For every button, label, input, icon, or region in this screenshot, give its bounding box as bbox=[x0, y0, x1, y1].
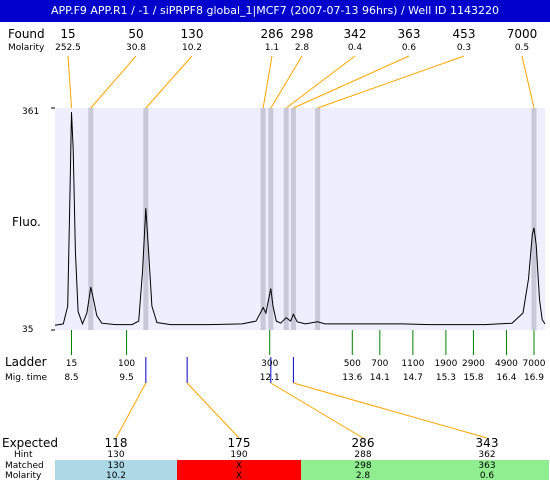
found-label: Found bbox=[8, 27, 45, 41]
matched-cell bbox=[55, 460, 177, 480]
hint-label: Hint bbox=[14, 450, 33, 460]
found-size: 50 bbox=[128, 27, 143, 41]
ladder-size: 100 bbox=[118, 359, 135, 369]
ladder-size: 1100 bbox=[401, 359, 424, 369]
found-size: 7000 bbox=[507, 27, 538, 41]
ladder-time: 9.5 bbox=[119, 373, 133, 383]
matched-cell bbox=[425, 460, 549, 480]
peak-band bbox=[531, 108, 537, 330]
window-title: APP.F9 APP.R1 / -1 / siPRPF8 global_1|MC… bbox=[51, 4, 499, 17]
ladder-time: 16.9 bbox=[524, 373, 544, 383]
expected-connector bbox=[293, 382, 488, 439]
ladder-time: 8.5 bbox=[64, 373, 78, 383]
ladder-size: 7000 bbox=[523, 359, 546, 369]
ladder-time: 14.7 bbox=[403, 373, 423, 383]
fluorescence-trace bbox=[54, 112, 546, 326]
found-connector bbox=[262, 55, 273, 109]
ladder-time: 13.6 bbox=[342, 373, 362, 383]
hint-value: 190 bbox=[230, 450, 247, 460]
found-size: 453 bbox=[453, 27, 476, 41]
matched-value: 298 bbox=[354, 461, 371, 471]
matched-value: X bbox=[236, 461, 242, 471]
matched-value: 130 bbox=[107, 461, 124, 471]
found-molarity: 2.8 bbox=[295, 43, 310, 53]
found-connector bbox=[90, 55, 137, 109]
peak-band bbox=[260, 108, 266, 330]
found-size: 363 bbox=[398, 27, 421, 41]
matched-molarity: 2.8 bbox=[356, 471, 371, 480]
peak-band bbox=[290, 108, 296, 330]
peak-band bbox=[88, 108, 94, 330]
found-connector bbox=[270, 55, 303, 109]
matched-molarity: 0.6 bbox=[480, 471, 495, 480]
found-molarity: 0.5 bbox=[515, 43, 529, 53]
found-molarity: 10.2 bbox=[182, 43, 202, 53]
found-size: 342 bbox=[344, 27, 367, 41]
expected-size: 175 bbox=[228, 436, 251, 450]
ladder-time: 12.1 bbox=[260, 373, 280, 383]
ladder-time: 16.4 bbox=[496, 373, 516, 383]
found-molarity: 0.3 bbox=[457, 43, 471, 53]
ladder-size: 700 bbox=[371, 359, 388, 369]
found-molarity: 1.1 bbox=[265, 43, 279, 53]
ladder-size: 300 bbox=[261, 359, 278, 369]
peak-band bbox=[315, 108, 321, 330]
molarity-row-label: Molarity bbox=[5, 471, 42, 480]
matched-cell bbox=[177, 460, 301, 480]
molarity-label: Molarity bbox=[8, 43, 45, 53]
found-molarity: 30.8 bbox=[126, 43, 146, 53]
ladder-size: 1900 bbox=[434, 359, 457, 369]
peak-band bbox=[143, 108, 149, 330]
matched-molarity: 10.2 bbox=[106, 471, 126, 480]
ladder-size: 15 bbox=[66, 359, 77, 369]
mig-time-label: Mig. time bbox=[5, 373, 47, 383]
expected-connector bbox=[186, 382, 240, 439]
found-connector bbox=[293, 55, 410, 109]
found-size: 298 bbox=[291, 27, 314, 41]
ladder-size: 4900 bbox=[495, 359, 518, 369]
found-size: 286 bbox=[261, 27, 284, 41]
expected-size: 118 bbox=[105, 436, 128, 450]
ladder-label: Ladder bbox=[5, 355, 47, 369]
found-molarity: 0.4 bbox=[348, 43, 363, 53]
window-title-bar: APP.F9 APP.R1 / -1 / siPRPF8 global_1|MC… bbox=[0, 0, 550, 22]
matched-label: Matched bbox=[5, 461, 44, 471]
found-size: 130 bbox=[181, 27, 204, 41]
found-connector bbox=[145, 55, 193, 109]
found-size: 15 bbox=[60, 27, 75, 41]
hint-value: 288 bbox=[354, 450, 371, 460]
found-connector bbox=[521, 55, 535, 109]
found-molarity: 252.5 bbox=[55, 43, 81, 53]
ladder-size: 500 bbox=[344, 359, 361, 369]
ladder-time: 15.8 bbox=[463, 373, 483, 383]
expected-label: Expected bbox=[2, 436, 58, 450]
hint-value: 130 bbox=[107, 450, 124, 460]
peak-band bbox=[268, 108, 274, 330]
plot-area bbox=[55, 108, 545, 330]
found-connector bbox=[317, 55, 465, 109]
found-connector bbox=[285, 55, 356, 109]
expected-size: 343 bbox=[476, 436, 499, 450]
ladder-size: 2900 bbox=[462, 359, 485, 369]
peak-band bbox=[283, 108, 289, 330]
y-tick-max: 361 bbox=[22, 107, 39, 117]
expected-connector bbox=[270, 382, 364, 439]
ladder-time: 15.3 bbox=[436, 373, 456, 383]
hint-value: 362 bbox=[478, 450, 495, 460]
matched-cell bbox=[301, 460, 425, 480]
ladder-time: 14.1 bbox=[370, 373, 390, 383]
fluo-axis-label: Fluo. bbox=[12, 215, 41, 229]
matched-value: 363 bbox=[478, 461, 495, 471]
y-tick-min: 35 bbox=[22, 325, 33, 335]
found-connector bbox=[67, 55, 73, 109]
expected-size: 286 bbox=[352, 436, 375, 450]
expected-connector bbox=[115, 382, 147, 439]
matched-molarity: X bbox=[236, 471, 242, 480]
found-molarity: 0.6 bbox=[402, 43, 417, 53]
